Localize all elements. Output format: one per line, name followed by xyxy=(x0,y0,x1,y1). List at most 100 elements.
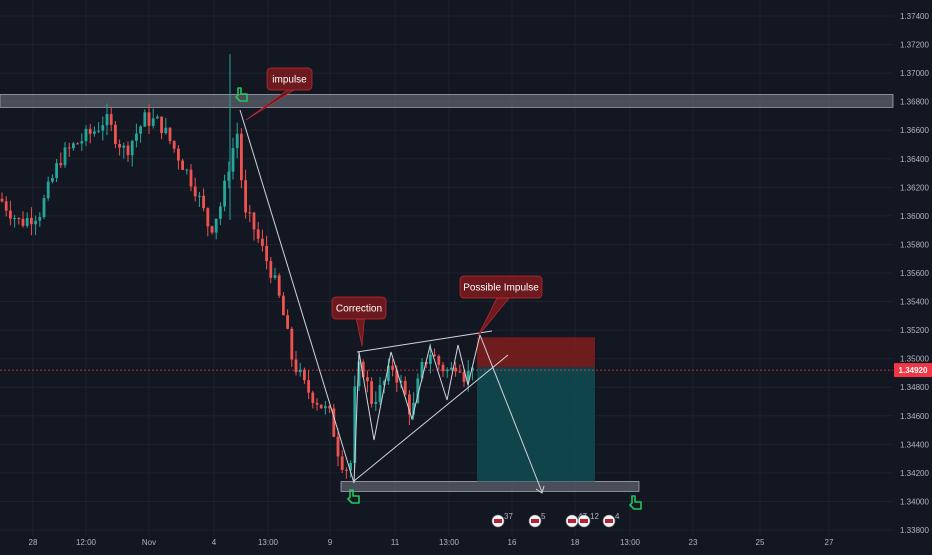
candle-body xyxy=(471,367,474,371)
candle xyxy=(244,169,247,219)
projection-line[interactable] xyxy=(479,334,543,493)
economic-event-badge[interactable]: 12 xyxy=(577,512,599,528)
candle xyxy=(433,348,436,357)
candle-body xyxy=(429,354,432,365)
y-tick-label: 1.37000 xyxy=(900,69,929,78)
candle-body xyxy=(336,436,340,457)
x-tick-label: 9 xyxy=(328,538,333,547)
flag-stripe xyxy=(568,519,576,523)
candle xyxy=(282,292,285,316)
candle xyxy=(130,139,134,167)
candle-body xyxy=(93,131,96,134)
candle-body xyxy=(265,245,268,262)
candle xyxy=(374,391,378,411)
candle-body xyxy=(126,145,130,156)
candle xyxy=(168,127,172,145)
candle xyxy=(126,141,130,162)
hand-pointer-icon-shape xyxy=(629,495,642,510)
economic-event-badge[interactable]: 5 xyxy=(528,512,546,528)
candle-body xyxy=(46,181,50,199)
candle-body xyxy=(433,354,436,357)
correction-callout[interactable]: Correction xyxy=(331,296,387,347)
candle-body xyxy=(67,147,71,149)
candle-body xyxy=(80,141,84,144)
candle-body xyxy=(17,218,21,220)
impulse-line[interactable] xyxy=(239,109,355,484)
candle-body xyxy=(130,140,134,156)
resistance-zone[interactable] xyxy=(0,94,894,108)
impulse-callout-box xyxy=(266,67,313,91)
candle xyxy=(198,191,201,207)
candle xyxy=(399,374,403,389)
x-tick-label: 23 xyxy=(689,538,698,547)
candle-body xyxy=(458,371,462,373)
x-tick-label: 18 xyxy=(571,538,580,547)
candle-body xyxy=(206,208,210,227)
candle xyxy=(80,133,84,151)
candle-body xyxy=(151,118,155,126)
possible-impulse-callout[interactable]: Possible Impulse xyxy=(459,275,543,337)
current-price-tag-bg xyxy=(894,363,932,378)
hand-pointer-icon xyxy=(629,495,642,510)
candle xyxy=(114,121,117,149)
x-tick-label: 27 xyxy=(825,538,834,547)
candle-body xyxy=(307,380,310,393)
candle-body xyxy=(450,367,453,370)
candle xyxy=(311,390,315,409)
wedge-upper-line[interactable] xyxy=(356,330,493,353)
candle xyxy=(122,142,126,159)
candle-body xyxy=(374,401,378,404)
candle-body xyxy=(437,356,441,365)
candle xyxy=(231,137,235,180)
candle xyxy=(277,273,281,298)
y-tick-label: 1.36400 xyxy=(900,155,929,164)
hand-pointer-icon-shape xyxy=(347,489,360,504)
badge-count: 12 xyxy=(590,512,599,521)
correction-callout-text: Correction xyxy=(336,304,382,315)
candle xyxy=(143,109,147,127)
candle-body xyxy=(294,359,298,373)
candle xyxy=(139,125,142,143)
candle xyxy=(223,174,226,212)
economic-event-badge[interactable]: 4 xyxy=(602,512,620,528)
candle-body xyxy=(198,195,201,197)
candle-body xyxy=(172,141,176,149)
candle-body xyxy=(403,380,407,395)
candle-body xyxy=(25,217,29,226)
candle-body xyxy=(261,238,264,246)
support-zone[interactable] xyxy=(340,481,640,492)
stop-loss-zone[interactable] xyxy=(477,337,595,368)
impulse-callout[interactable]: impulse xyxy=(245,67,313,121)
candle-body xyxy=(164,127,168,134)
candle-body xyxy=(51,178,54,182)
candle xyxy=(101,116,105,141)
candle xyxy=(345,467,348,479)
correction-zigzag[interactable] xyxy=(353,334,481,484)
candle-body xyxy=(324,406,327,409)
candle-body xyxy=(370,381,373,404)
candle-body xyxy=(34,220,37,225)
wedge-lower-line[interactable] xyxy=(353,354,509,482)
candle xyxy=(370,377,373,408)
candle xyxy=(193,177,197,202)
candle xyxy=(156,114,159,119)
economic-event-badge[interactable]: 37 xyxy=(491,512,513,528)
candle xyxy=(378,377,382,406)
take-profit-zone[interactable] xyxy=(477,367,595,482)
candle xyxy=(307,370,310,400)
y-tick-label: 1.34000 xyxy=(900,497,929,506)
candle-body xyxy=(273,275,277,278)
candle xyxy=(416,373,420,404)
badge-count: 5 xyxy=(541,512,546,521)
candle xyxy=(105,103,109,136)
candle-body xyxy=(88,128,92,134)
candle xyxy=(466,359,470,392)
x-tick-label: 28 xyxy=(29,538,38,547)
candle-body xyxy=(391,365,394,370)
candle xyxy=(30,207,33,236)
y-tick-label: 1.35000 xyxy=(900,355,929,364)
candle-body xyxy=(97,130,100,132)
